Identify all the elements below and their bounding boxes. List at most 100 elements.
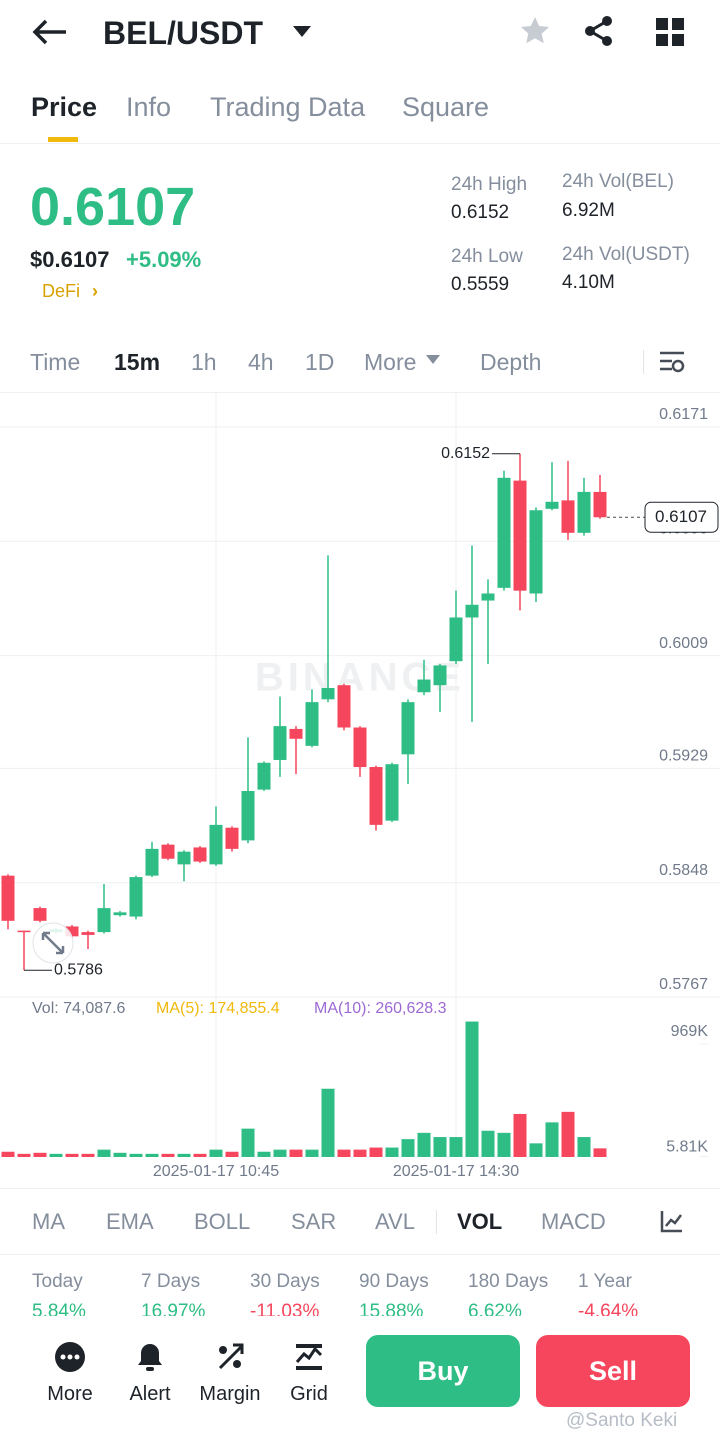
volume-bar bbox=[129, 1153, 143, 1157]
candle-body bbox=[225, 827, 239, 849]
action-label[interactable]: Alert bbox=[129, 1383, 171, 1405]
candle-body bbox=[81, 932, 95, 935]
separator bbox=[436, 1210, 437, 1234]
action-icon[interactable] bbox=[55, 1342, 85, 1372]
tab[interactable]: Price bbox=[31, 92, 98, 122]
timeframe[interactable]: 1D bbox=[305, 349, 335, 375]
chevron: › bbox=[92, 281, 99, 301]
tab-underline bbox=[48, 137, 78, 142]
candle-body bbox=[289, 728, 303, 739]
tab[interactable]: Info bbox=[126, 92, 172, 122]
share-icon[interactable] bbox=[583, 15, 615, 47]
period-change: 6.62% bbox=[468, 1301, 522, 1316]
volume-bar bbox=[305, 1149, 319, 1157]
timeframe[interactable]: 1h bbox=[191, 349, 217, 375]
divider bbox=[0, 1188, 720, 1189]
candle-body bbox=[337, 685, 351, 728]
action-icon[interactable] bbox=[294, 1342, 324, 1372]
candle-body bbox=[17, 930, 31, 933]
tab[interactable]: Trading Data bbox=[210, 92, 366, 122]
stat-value: 0.6152 bbox=[451, 202, 510, 223]
volume-bar bbox=[353, 1149, 367, 1157]
timeframe[interactable]: Depth bbox=[480, 349, 542, 375]
candle-body bbox=[257, 762, 271, 790]
stat-label: 24h Low bbox=[451, 246, 523, 267]
usd-price: $0.6107 bbox=[30, 247, 110, 272]
sell-button[interactable]: Sell bbox=[536, 1335, 690, 1407]
favorite-star[interactable] bbox=[519, 15, 551, 47]
volume-bar bbox=[465, 1021, 479, 1157]
y-tick-label: 0.5767 bbox=[659, 976, 708, 993]
candle-body bbox=[129, 877, 143, 917]
tab[interactable]: Square bbox=[402, 92, 490, 122]
indicator-tab[interactable]: MA bbox=[32, 1209, 65, 1234]
separator bbox=[643, 350, 644, 374]
back-button[interactable] bbox=[30, 16, 70, 48]
timeframe[interactable]: 15m bbox=[114, 349, 161, 375]
volume-bar bbox=[209, 1149, 223, 1157]
volume-tick-label: 969K bbox=[671, 1023, 709, 1040]
candle-body bbox=[449, 617, 463, 662]
candle-body bbox=[273, 726, 287, 760]
stat-value: 6.92M bbox=[562, 200, 615, 221]
candle-body bbox=[145, 848, 159, 876]
candle-body bbox=[321, 688, 335, 700]
divider bbox=[0, 392, 720, 393]
sector-text[interactable]: DeFi bbox=[42, 281, 81, 301]
action-label[interactable]: More bbox=[47, 1383, 93, 1405]
volume-bar bbox=[513, 1113, 527, 1157]
candle-body bbox=[385, 764, 399, 821]
volume-bar bbox=[145, 1153, 159, 1157]
action-icon[interactable] bbox=[215, 1342, 245, 1372]
action-label[interactable]: Grid bbox=[290, 1383, 328, 1405]
volume-bar bbox=[161, 1153, 175, 1157]
timeframe[interactable]: 4h bbox=[248, 349, 274, 375]
period-label: 7 Days bbox=[141, 1271, 201, 1292]
indicator-tab[interactable]: EMA bbox=[106, 1209, 154, 1234]
candle-body bbox=[161, 844, 175, 859]
volume-legend: MA(10): 260,628.3 bbox=[314, 1000, 447, 1017]
action-icon[interactable] bbox=[135, 1342, 165, 1372]
volume-bar bbox=[113, 1152, 127, 1157]
candle-body bbox=[545, 501, 559, 509]
candle-body bbox=[417, 679, 431, 693]
volume-bar bbox=[449, 1137, 463, 1157]
pair-dropdown[interactable] bbox=[292, 24, 312, 38]
indicator-settings-icon[interactable] bbox=[660, 1209, 684, 1233]
stat-label: 24h High bbox=[451, 174, 528, 195]
indicator-tab[interactable]: SAR bbox=[291, 1209, 337, 1234]
volume-legend: MA(5): 174,855.4 bbox=[156, 1000, 280, 1017]
chart-settings-icon[interactable] bbox=[659, 350, 685, 374]
candle-body bbox=[481, 593, 495, 601]
candle-body bbox=[561, 500, 575, 533]
volume-bar bbox=[577, 1137, 591, 1157]
buy-button[interactable]: Buy bbox=[366, 1335, 520, 1407]
y-tick-label: 0.6171 bbox=[659, 406, 708, 423]
y-tick-label: 0.5848 bbox=[659, 862, 708, 879]
indicator-tab[interactable]: AVL bbox=[375, 1209, 415, 1234]
sector-tag[interactable]: DeFi › bbox=[42, 282, 98, 300]
candle-body bbox=[513, 480, 527, 591]
menu-grid-icon[interactable] bbox=[656, 18, 684, 46]
action-label[interactable]: Margin bbox=[199, 1383, 261, 1405]
timeframe[interactable]: More bbox=[364, 349, 417, 375]
candle-body bbox=[529, 510, 543, 594]
indicator-tab[interactable]: MACD bbox=[541, 1209, 606, 1234]
volume-bar bbox=[1, 1151, 15, 1157]
period-label: 180 Days bbox=[468, 1271, 549, 1292]
candle-body bbox=[241, 791, 255, 841]
timeframe[interactable]: Time bbox=[30, 349, 81, 375]
period-label: Today bbox=[32, 1271, 83, 1292]
volume-bar bbox=[481, 1130, 495, 1157]
indicator-tab[interactable]: VOL bbox=[457, 1209, 503, 1234]
indicator-tab[interactable]: BOLL bbox=[194, 1209, 251, 1234]
pair-title[interactable]: BEL/USDT bbox=[103, 15, 263, 51]
period-change: 16.97% bbox=[141, 1301, 206, 1316]
volume-bar bbox=[369, 1147, 383, 1157]
volume-bar bbox=[545, 1122, 559, 1157]
volume-bar bbox=[193, 1153, 207, 1157]
candle-body bbox=[33, 908, 47, 921]
volume-bar bbox=[401, 1139, 415, 1157]
